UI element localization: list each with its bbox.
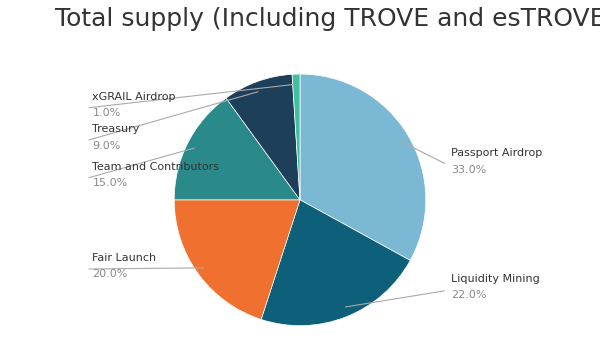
- Text: Total supply (Including TROVE and esTROVE): Total supply (Including TROVE and esTROV…: [55, 7, 600, 31]
- Text: xGRAIL Airdrop: xGRAIL Airdrop: [92, 92, 176, 102]
- Text: Liquidity Mining: Liquidity Mining: [451, 274, 539, 284]
- Text: Team and Contributors: Team and Contributors: [92, 162, 220, 172]
- Text: Fair Launch: Fair Launch: [92, 253, 157, 263]
- Text: 22.0%: 22.0%: [451, 290, 487, 300]
- Wedge shape: [261, 200, 410, 326]
- Wedge shape: [174, 98, 300, 200]
- Text: 9.0%: 9.0%: [92, 141, 121, 151]
- Text: 15.0%: 15.0%: [92, 178, 128, 189]
- Wedge shape: [226, 74, 300, 200]
- Text: 20.0%: 20.0%: [92, 269, 128, 279]
- Text: 1.0%: 1.0%: [92, 108, 121, 118]
- Wedge shape: [292, 74, 300, 200]
- Wedge shape: [174, 200, 300, 320]
- Text: 33.0%: 33.0%: [451, 165, 486, 175]
- Text: Treasury: Treasury: [92, 124, 140, 134]
- Text: Passport Airdrop: Passport Airdrop: [451, 148, 542, 158]
- Wedge shape: [300, 74, 426, 260]
